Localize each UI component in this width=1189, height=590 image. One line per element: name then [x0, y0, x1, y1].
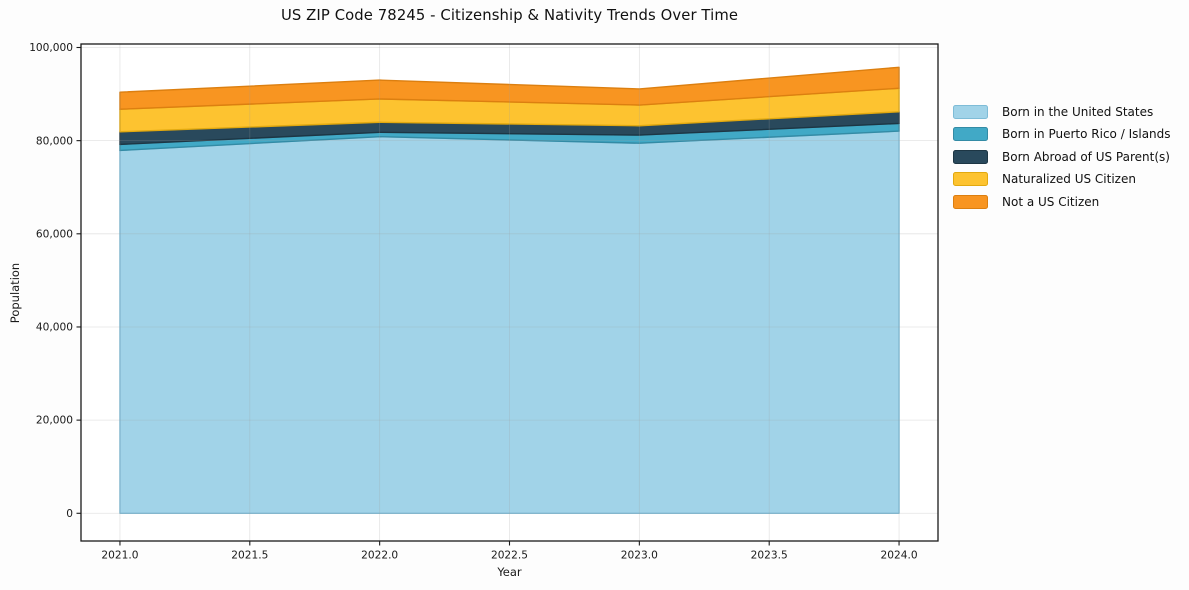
legend: Born in the United States Born in Puerto …: [953, 104, 1171, 209]
legend-swatch-icon: [953, 172, 988, 186]
area-not-a-us-citizen: [119, 66, 900, 110]
y-tick-label: 100,000: [29, 42, 73, 54]
legend-item-naturalized-us-citizen: Naturalized US Citizen: [953, 172, 1171, 187]
legend-label: Born in the United States: [1002, 104, 1154, 119]
tick-marks: 2021.0 2021.5 2022.0 2022.5 2023.0 2023.5 2024…: [29, 42, 918, 561]
y-tick-label: 60,000: [36, 228, 73, 240]
x-tick-label: 2022.5: [491, 550, 528, 562]
legend-swatch-icon: [953, 104, 988, 119]
y-tick-label: 80,000: [36, 135, 73, 147]
chart-title: US ZIP Code 78245 - Citizenship & Nativi…: [280, 7, 739, 24]
legend-label: Not a US Citizen: [1002, 194, 1100, 209]
y-tick-label: 20,000: [36, 415, 73, 427]
legend-swatch-icon: [953, 149, 988, 164]
x-tick-label: 2024.0: [881, 550, 918, 562]
x-tick-label: 2021.5: [231, 550, 268, 562]
x-tick-label: 2022.0: [361, 550, 398, 562]
area-series-group: [119, 66, 900, 514]
legend-swatch-icon: [953, 194, 988, 209]
x-tick-label: 2023.0: [621, 550, 658, 562]
x-tick-label: 2023.5: [751, 550, 788, 562]
legend-swatch-icon: [953, 127, 988, 141]
x-axis-label: Year: [497, 565, 522, 579]
y-tick-label: 40,000: [36, 322, 73, 334]
legend-item-born-in-the-united-states: Born in the United States: [953, 104, 1171, 119]
legend-item-born-in-puerto-rico-islands: Born in Puerto Rico / Islands: [953, 127, 1171, 142]
legend-item-not-a-us-citizen: Not a US Citizen: [953, 194, 1171, 209]
x-tick-label: 2021.0: [101, 550, 138, 562]
y-tick-label: 0: [66, 508, 73, 520]
legend-label: Born Abroad of US Parent(s): [1002, 149, 1170, 164]
gridlines: [81, 44, 938, 541]
legend-item-born-abroad-of-us-parent-s: Born Abroad of US Parent(s): [953, 149, 1171, 164]
legend-label: Naturalized US Citizen: [1002, 172, 1136, 186]
legend-label: Born in Puerto Rico / Islands: [1002, 127, 1171, 141]
